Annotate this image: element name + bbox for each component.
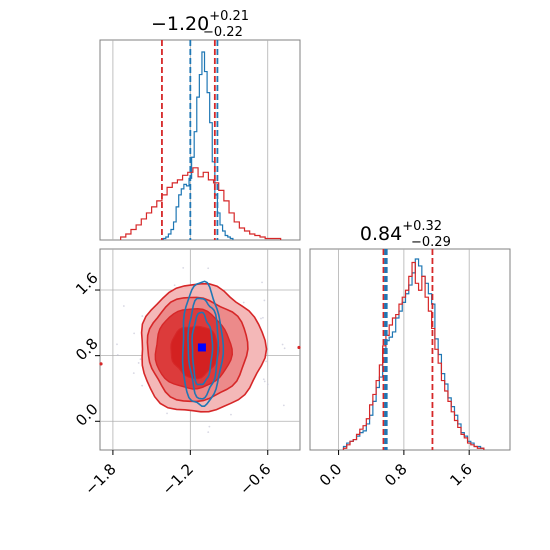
panel-bottom-right-histogram: 0.0 0.8 1.6 0.84+0.32 −0.29 — [309, 219, 511, 490]
quantile-lines — [382, 249, 434, 450]
scatter-point — [207, 267, 210, 270]
blue-contour-outer — [181, 280, 225, 407]
grid-lines — [100, 249, 300, 450]
scatter-point — [166, 412, 168, 415]
scatter-point — [242, 301, 245, 304]
scatter-point — [139, 358, 142, 361]
histogram-series — [120, 51, 282, 240]
truth-marker-square — [197, 343, 206, 352]
histogram-step-line — [342, 261, 485, 450]
x-tick-label: 1.6 — [446, 460, 476, 490]
title-median: 0.84 — [360, 223, 402, 245]
scatter-point — [116, 343, 118, 346]
blue-contour-mid — [187, 297, 220, 400]
scatter-point — [263, 380, 266, 383]
grid-lines — [338, 249, 470, 450]
panel-title: −1.20+0.21 — [151, 9, 249, 35]
histogram-series — [342, 258, 485, 450]
scatter-point — [122, 305, 125, 307]
x-tick-label: −1.8 — [81, 460, 119, 498]
histogram-step-line — [162, 51, 234, 240]
scatter-point — [283, 347, 286, 350]
panel-bottom-left-contour: −1.8 −1.2 −0.6 0.0 0.8 1.6 — [72, 248, 301, 499]
panel-frame — [99, 39, 301, 241]
title-plus: +0.32 — [402, 219, 442, 234]
scatter-point — [132, 372, 135, 374]
panel-top-left-histogram: −1.20+0.21 −0.22 — [99, 9, 301, 241]
blue-contour-inner — [191, 311, 214, 386]
y-tick-labels: 0.0 0.8 1.6 — [72, 269, 102, 430]
title-minus: −0.29 — [411, 235, 451, 250]
scatter-point — [265, 360, 268, 363]
panel-title: 0.84+0.32 — [360, 219, 442, 245]
scatter-point — [173, 284, 176, 287]
red-outlier-point — [99, 362, 103, 366]
scatter-point — [141, 384, 144, 387]
scatter-point — [137, 362, 140, 364]
contour-levels — [99, 280, 301, 413]
scatter-point — [116, 353, 119, 356]
scatter-point — [230, 413, 232, 416]
red-outlier-point — [297, 345, 301, 350]
scatter-point — [133, 332, 136, 335]
scatter-point — [182, 267, 185, 269]
title-median: −1.20 — [151, 13, 209, 35]
y-tick-label: 0.8 — [72, 334, 102, 364]
scatter-point — [260, 317, 262, 320]
scatter-point — [141, 315, 144, 317]
scatter-point — [207, 431, 210, 434]
title-minus: −0.22 — [203, 25, 243, 40]
scatter-point — [263, 299, 266, 302]
scatter-point — [261, 281, 263, 284]
scatter-point — [282, 404, 285, 407]
x-tick-label: 0.0 — [316, 460, 346, 490]
x-tick-label: −1.2 — [159, 460, 197, 498]
y-tick-label: 0.0 — [72, 400, 102, 430]
x-tick-label: 0.8 — [381, 460, 411, 490]
truth-marker — [197, 343, 206, 352]
x-tick-label: −0.6 — [236, 460, 274, 498]
x-tick-labels: −1.8 −1.2 −0.6 — [81, 450, 275, 499]
scatter-point — [266, 383, 269, 386]
histogram-step-line — [120, 167, 282, 240]
scatter-point — [208, 425, 211, 428]
quantile-lines — [161, 40, 219, 240]
scatter-point — [262, 378, 265, 381]
panel-frame — [309, 248, 511, 451]
title-plus: +0.21 — [209, 9, 249, 24]
x-tick-labels: 0.0 0.8 1.6 — [316, 450, 476, 490]
scatter-point — [262, 316, 264, 319]
y-tick-label: 1.6 — [72, 269, 102, 299]
scatter-point — [281, 343, 284, 346]
